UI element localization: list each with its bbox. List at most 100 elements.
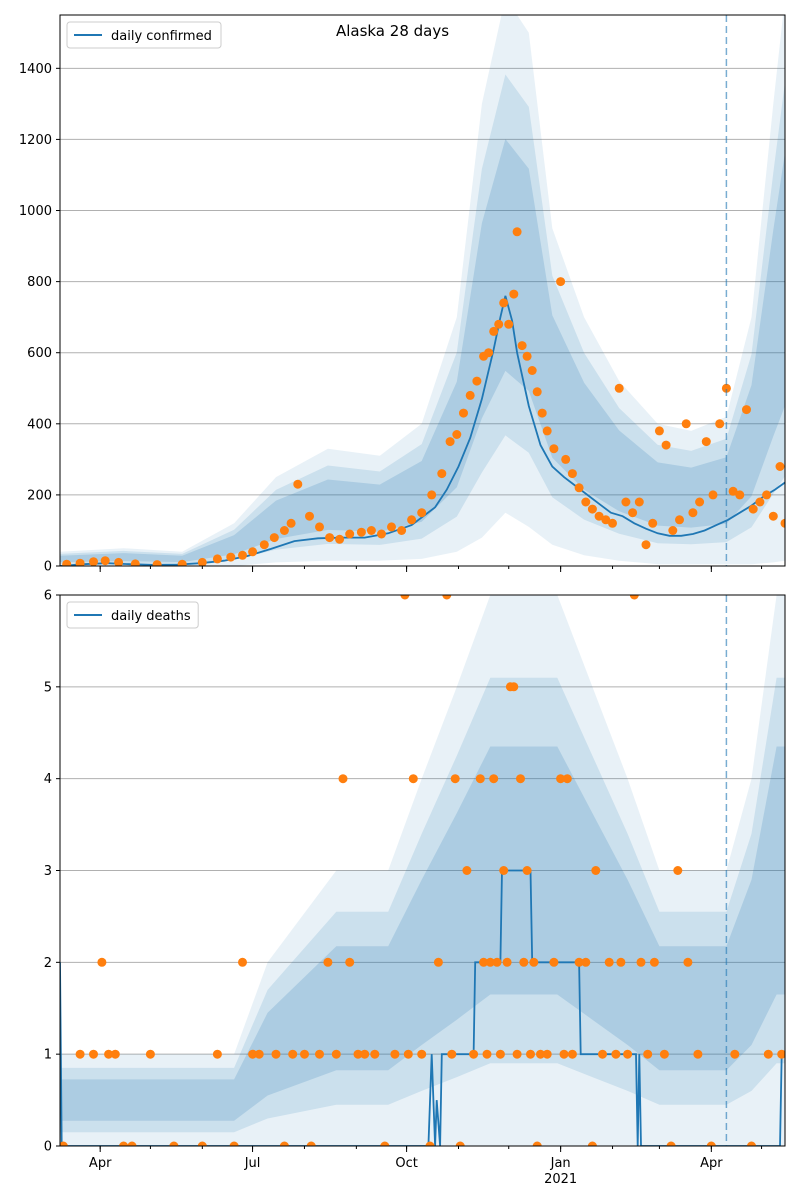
data-point: [708, 490, 718, 500]
data-point: [177, 559, 187, 566]
data-point: [628, 508, 638, 518]
data-point: [97, 957, 107, 967]
data-point: [305, 511, 314, 521]
data-point: [130, 559, 140, 566]
uncertainty-band: [60, 139, 785, 563]
data-point: [433, 957, 443, 967]
data-point: [127, 1141, 137, 1146]
data-point: [673, 866, 683, 875]
data-point: [119, 1141, 129, 1146]
data-point: [537, 408, 547, 418]
legend-label: daily deaths: [111, 609, 191, 624]
y-tick-label: 2: [44, 956, 52, 971]
x-tick-label: Jul: [244, 1156, 261, 1171]
data-point: [499, 866, 509, 875]
data-point: [643, 1049, 653, 1059]
data-point: [152, 560, 162, 566]
data-point: [616, 957, 626, 967]
data-point: [489, 774, 499, 784]
data-point: [445, 437, 455, 447]
data-point: [502, 957, 512, 967]
data-point: [248, 1049, 258, 1059]
data-point: [683, 957, 693, 967]
data-point: [427, 490, 437, 500]
data-point: [492, 957, 502, 967]
data-point: [323, 957, 333, 967]
data-point: [75, 1049, 85, 1059]
data-point: [238, 957, 247, 967]
data-point: [442, 595, 452, 600]
data-point: [780, 518, 785, 528]
data-point: [370, 1049, 380, 1059]
data-point: [377, 529, 386, 539]
data-point: [417, 508, 427, 518]
data-point: [269, 533, 279, 543]
data-point: [197, 557, 207, 566]
data-point: [335, 534, 345, 544]
legend: daily deaths: [66, 601, 199, 629]
data-point: [62, 559, 72, 566]
data-point: [562, 774, 572, 784]
data-point: [387, 522, 396, 532]
data-point: [522, 351, 532, 361]
data-point: [608, 518, 617, 528]
data-point: [636, 957, 646, 967]
data-point: [522, 866, 532, 875]
data-point: [400, 595, 410, 600]
data-point: [403, 1049, 413, 1059]
data-point: [748, 504, 758, 514]
data-point: [248, 547, 258, 557]
data-point: [581, 497, 591, 507]
data-point: [561, 454, 571, 464]
y-tick-label: 1: [44, 1048, 52, 1063]
data-point: [681, 419, 691, 429]
data-point: [380, 1141, 390, 1146]
data-point: [556, 277, 566, 287]
data-point: [715, 419, 725, 429]
y-tick-label: 6: [44, 589, 52, 604]
data-point: [485, 957, 495, 967]
data-point: [315, 522, 324, 532]
data-point: [567, 469, 577, 479]
data-point: [254, 1049, 264, 1059]
data-point: [104, 1049, 114, 1059]
y-tick-label: 1200: [19, 133, 52, 148]
data-point: [169, 1141, 179, 1146]
y-tick-label: 1400: [19, 62, 52, 77]
data-point: [604, 957, 614, 967]
y-tick-label: 400: [27, 417, 52, 432]
data-point: [634, 497, 644, 507]
data-point: [353, 1049, 363, 1059]
uncertainty-band: [60, 595, 785, 1146]
data-point: [675, 515, 684, 525]
uncertainty-band: [60, 677, 785, 1133]
data-point: [366, 526, 376, 535]
data-point: [668, 526, 678, 535]
data-point: [777, 1049, 785, 1059]
data-point: [437, 469, 447, 479]
y-tick-label: 200: [27, 488, 52, 503]
x-year-label: 2021: [544, 1172, 577, 1187]
data-point: [614, 383, 624, 393]
data-point: [659, 1049, 669, 1059]
data-point: [475, 774, 485, 784]
data-point: [556, 774, 566, 784]
data-point: [495, 1049, 505, 1059]
data-point: [484, 348, 494, 358]
data-point: [695, 497, 705, 507]
data-point: [504, 319, 514, 329]
data-point: [542, 1049, 552, 1059]
data-point: [465, 390, 475, 400]
data-point: [212, 1049, 222, 1059]
data-point: [482, 1049, 492, 1059]
uncertainty-band: [60, 74, 785, 564]
confirmed-panel: 0 200 400 600 800 1000 1200 1400 Alaska 28 days d…: [19, 14, 786, 575]
data-point: [688, 508, 698, 518]
data-point: [472, 376, 482, 386]
legend-box: [66, 21, 222, 49]
data-point: [462, 866, 472, 875]
data-point: [623, 1049, 633, 1059]
data-point: [775, 462, 785, 471]
data-point: [447, 1049, 457, 1059]
